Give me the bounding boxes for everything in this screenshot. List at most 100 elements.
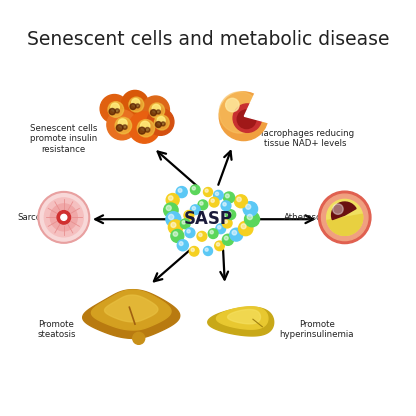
- Circle shape: [200, 202, 203, 205]
- Circle shape: [133, 332, 145, 344]
- Circle shape: [192, 187, 196, 190]
- Circle shape: [156, 110, 161, 114]
- Circle shape: [189, 247, 199, 256]
- Circle shape: [121, 90, 149, 117]
- Circle shape: [197, 231, 207, 241]
- Circle shape: [221, 201, 231, 210]
- Circle shape: [186, 212, 189, 215]
- Circle shape: [222, 218, 232, 228]
- Circle shape: [235, 195, 248, 208]
- Circle shape: [238, 221, 253, 235]
- Circle shape: [179, 242, 183, 245]
- Polygon shape: [104, 295, 158, 322]
- Circle shape: [116, 124, 123, 131]
- Polygon shape: [208, 307, 274, 336]
- Circle shape: [147, 109, 174, 135]
- Circle shape: [166, 193, 179, 206]
- Circle shape: [210, 230, 213, 234]
- Circle shape: [223, 234, 233, 245]
- Circle shape: [141, 121, 150, 131]
- Circle shape: [115, 109, 119, 113]
- Circle shape: [205, 189, 208, 192]
- Text: Senescent cells
promote insulin
resistance: Senescent cells promote insulin resistan…: [30, 124, 97, 154]
- Circle shape: [130, 104, 136, 109]
- Text: SASP: SASP: [183, 210, 233, 228]
- Circle shape: [191, 205, 200, 215]
- Circle shape: [237, 197, 241, 202]
- Circle shape: [182, 220, 186, 224]
- Circle shape: [230, 228, 243, 241]
- Circle shape: [185, 228, 195, 238]
- Circle shape: [241, 224, 246, 229]
- Circle shape: [176, 186, 187, 198]
- Circle shape: [161, 122, 165, 126]
- Circle shape: [203, 247, 213, 255]
- Circle shape: [151, 109, 156, 116]
- Circle shape: [118, 119, 127, 128]
- Polygon shape: [216, 307, 268, 329]
- Text: Senescent cells and metabolic disease: Senescent cells and metabolic disease: [27, 30, 389, 49]
- Circle shape: [233, 104, 262, 132]
- Circle shape: [100, 94, 129, 123]
- Circle shape: [164, 203, 178, 218]
- Circle shape: [232, 230, 237, 235]
- Circle shape: [191, 185, 200, 195]
- Circle shape: [224, 220, 228, 223]
- Circle shape: [219, 92, 260, 133]
- Circle shape: [322, 194, 368, 240]
- Polygon shape: [228, 310, 260, 324]
- Text: Promote
hyperinsulinemia: Promote hyperinsulinemia: [280, 320, 354, 339]
- Circle shape: [216, 224, 225, 234]
- Wedge shape: [244, 92, 270, 123]
- Circle shape: [107, 110, 137, 140]
- Circle shape: [226, 210, 235, 220]
- Circle shape: [228, 211, 231, 215]
- Circle shape: [211, 199, 214, 203]
- Circle shape: [243, 202, 258, 216]
- Circle shape: [219, 92, 268, 141]
- Circle shape: [154, 115, 169, 130]
- Circle shape: [108, 102, 124, 117]
- Circle shape: [191, 248, 194, 252]
- Circle shape: [225, 194, 229, 198]
- Circle shape: [152, 104, 161, 113]
- Circle shape: [131, 99, 140, 106]
- Circle shape: [166, 206, 171, 210]
- Circle shape: [171, 223, 176, 228]
- Circle shape: [181, 219, 190, 229]
- Circle shape: [168, 220, 183, 234]
- Circle shape: [129, 112, 160, 143]
- Circle shape: [214, 191, 223, 200]
- Circle shape: [225, 98, 239, 112]
- Polygon shape: [83, 290, 180, 339]
- Circle shape: [177, 240, 188, 251]
- Circle shape: [187, 230, 190, 233]
- Circle shape: [61, 214, 67, 220]
- Circle shape: [136, 104, 140, 108]
- Wedge shape: [327, 214, 363, 235]
- Circle shape: [333, 204, 343, 214]
- Circle shape: [223, 192, 235, 203]
- Circle shape: [109, 109, 115, 115]
- Circle shape: [166, 212, 181, 227]
- Circle shape: [237, 110, 256, 129]
- Circle shape: [184, 210, 194, 220]
- Circle shape: [218, 225, 221, 229]
- Circle shape: [192, 206, 196, 210]
- Circle shape: [157, 116, 165, 124]
- Text: Macrophages reducing
tissue NAD+ levels: Macrophages reducing tissue NAD+ levels: [256, 129, 354, 149]
- Circle shape: [57, 210, 71, 224]
- Circle shape: [168, 196, 173, 201]
- Circle shape: [178, 188, 182, 192]
- Text: Promote
steatosis: Promote steatosis: [37, 320, 76, 339]
- Circle shape: [203, 188, 213, 196]
- Polygon shape: [92, 290, 171, 330]
- Circle shape: [319, 191, 371, 244]
- Circle shape: [223, 203, 226, 206]
- Circle shape: [45, 198, 83, 237]
- Circle shape: [139, 127, 146, 134]
- Circle shape: [168, 214, 174, 220]
- Circle shape: [50, 204, 77, 231]
- Circle shape: [137, 120, 155, 137]
- Circle shape: [198, 200, 208, 210]
